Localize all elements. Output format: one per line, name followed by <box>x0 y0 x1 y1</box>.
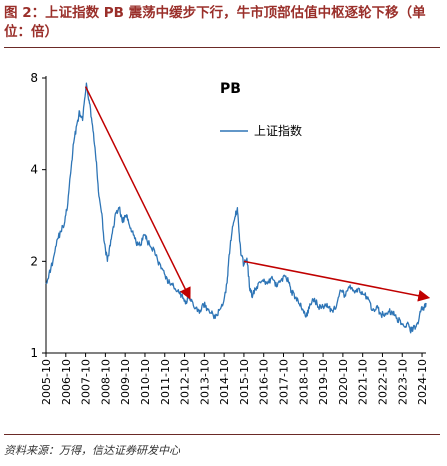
x-tick-label: 2024-10 <box>416 359 429 405</box>
x-tick-label: 2006-10 <box>60 359 73 405</box>
x-tick-label: 2016-10 <box>258 359 271 405</box>
x-tick-label: 2013-10 <box>198 359 211 405</box>
trend-arrow-2 <box>243 260 431 302</box>
chart-title: PB <box>220 81 241 97</box>
y-tick-label: 2 <box>30 254 38 268</box>
x-tick-label: 2011-10 <box>159 359 172 405</box>
x-tick-label: 2023-10 <box>396 359 409 405</box>
legend-label: 上证指数 <box>254 123 302 138</box>
series-group <box>45 82 427 334</box>
x-tick-label: 2021-10 <box>357 359 370 405</box>
y-tick-label: 1 <box>30 346 38 360</box>
x-tick-label: 2022-10 <box>376 359 389 405</box>
figure-caption: 图 2：上证指数 PB 震荡中缓步下行，牛市顶部估值中枢逐轮下移（单位：倍） <box>4 5 426 40</box>
trend-arrows <box>84 86 431 302</box>
caption-divider <box>4 47 440 48</box>
x-tick-label: 2018-10 <box>297 359 310 405</box>
x-tick-label: 2014-10 <box>218 359 231 405</box>
y-tick-label: 4 <box>30 163 38 177</box>
source-note: 资料来源：万得，信达证券研发中心 <box>4 444 180 457</box>
x-tick-label: 2012-10 <box>179 359 192 405</box>
trend-arrow-1 <box>84 86 191 300</box>
footer-divider <box>4 434 440 435</box>
series-line-shanghai-composite <box>45 82 427 334</box>
y-axis: 1 2 4 8 <box>30 71 47 360</box>
x-tick-label: 2017-10 <box>278 359 291 405</box>
x-tick-label: 2008-10 <box>99 359 112 405</box>
x-tick-label: 2007-10 <box>80 359 93 405</box>
x-tick-label: 2005-10 <box>40 359 53 405</box>
x-tick-label: 2019-10 <box>317 359 330 405</box>
x-axis: 2005-10 2006-10 2007-10 2008-10 2009-10 2010-… <box>40 352 429 405</box>
x-tick-label: 2010-10 <box>139 359 152 405</box>
x-tick-label: 2020-10 <box>337 359 350 405</box>
pb-chart: 1 2 4 8 2005-10 2006-10 2007-10 2008-10 2009-10… <box>30 71 431 405</box>
x-tick-label: 2009-10 <box>119 359 132 405</box>
y-tick-label: 8 <box>30 71 38 85</box>
x-tick-label: 2015-10 <box>238 359 251 405</box>
